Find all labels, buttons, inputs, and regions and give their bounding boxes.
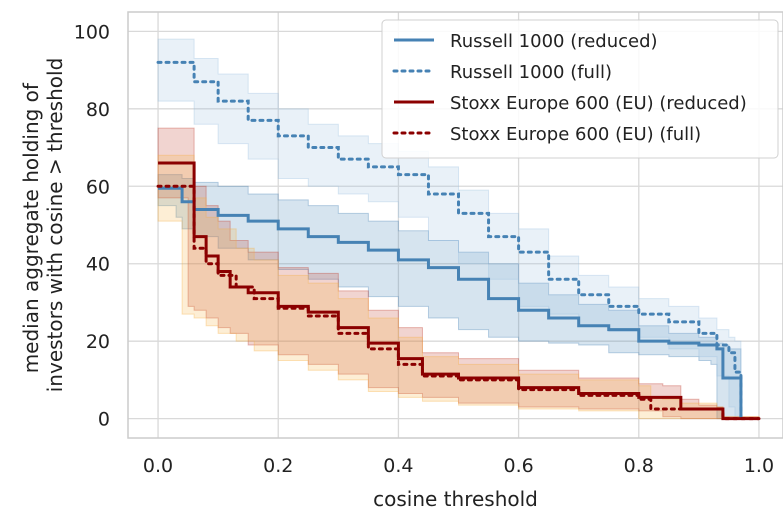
legend: Russell 1000 (reduced) Russell 1000 (full…	[381, 19, 779, 159]
line-russell-1000-full	[156, 60, 743, 421]
y-tick-label: 20	[86, 331, 110, 353]
y-tick-label: 100	[74, 21, 110, 43]
x-axis-label: cosine threshold	[373, 487, 538, 511]
y-tick-label: 40	[86, 254, 110, 276]
y-axis-label-line-1: median aggregate holding of	[19, 82, 43, 373]
line-stoxx-europe-600-eu-full	[156, 184, 761, 421]
x-tick-label: 1.0	[744, 455, 774, 477]
confidence-bands	[157, 38, 760, 420]
y-tick-label: 80	[86, 99, 110, 121]
legend-label: Russell 1000 (reduced)	[450, 31, 658, 52]
legend-label: Stoxx Europe 600 (EU) (reduced)	[450, 93, 747, 114]
band-stoxx-europe-600-eu-reduced	[157, 127, 760, 420]
tick-labels: 0.0 0.2 0.4 0.6 0.8 1.0 0 20 40 60 80 100	[74, 21, 774, 477]
series-lines	[156, 60, 761, 421]
x-tick-label: 0.0	[143, 455, 173, 477]
y-tick-label: 0	[98, 409, 110, 431]
legend-label: Russell 1000 (full)	[450, 62, 612, 83]
legend-label: Stoxx Europe 600 (EU) (full)	[450, 124, 701, 145]
x-tick-label: 0.8	[624, 455, 654, 477]
x-tick-label: 0.2	[263, 455, 293, 477]
y-axis-label: median aggregate holding of investors wi…	[19, 58, 67, 393]
x-tick-label: 0.4	[383, 455, 413, 477]
y-tick-label: 60	[86, 176, 110, 198]
plot-frame	[127, 11, 783, 439]
legend-box	[381, 19, 779, 159]
line-russell-1000-reduced	[158, 186, 743, 419]
y-axis-label-line-2: investors with cosine > threshold	[43, 58, 67, 393]
x-tick-label: 0.6	[503, 455, 533, 477]
